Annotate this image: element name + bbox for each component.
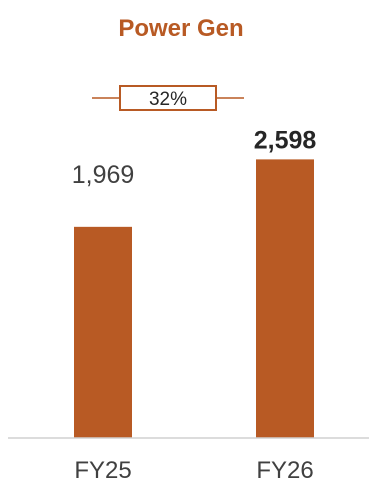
value-label-fy25: 1,969	[72, 161, 135, 189]
value-labels-group: 1,969 2,598	[72, 126, 317, 188]
growth-percent-label: 32%	[149, 89, 187, 110]
bar-fy25	[74, 226, 132, 438]
bar-fy26	[256, 159, 314, 438]
bars-group	[74, 159, 314, 438]
chart-title: Power Gen	[118, 15, 243, 42]
growth-callout: 32%	[92, 85, 244, 111]
category-labels-group: FY25 FY26	[74, 457, 313, 484]
category-label-fy26: FY26	[256, 457, 313, 484]
category-label-fy25: FY25	[74, 457, 131, 484]
value-label-fy26: 2,598	[254, 126, 317, 154]
